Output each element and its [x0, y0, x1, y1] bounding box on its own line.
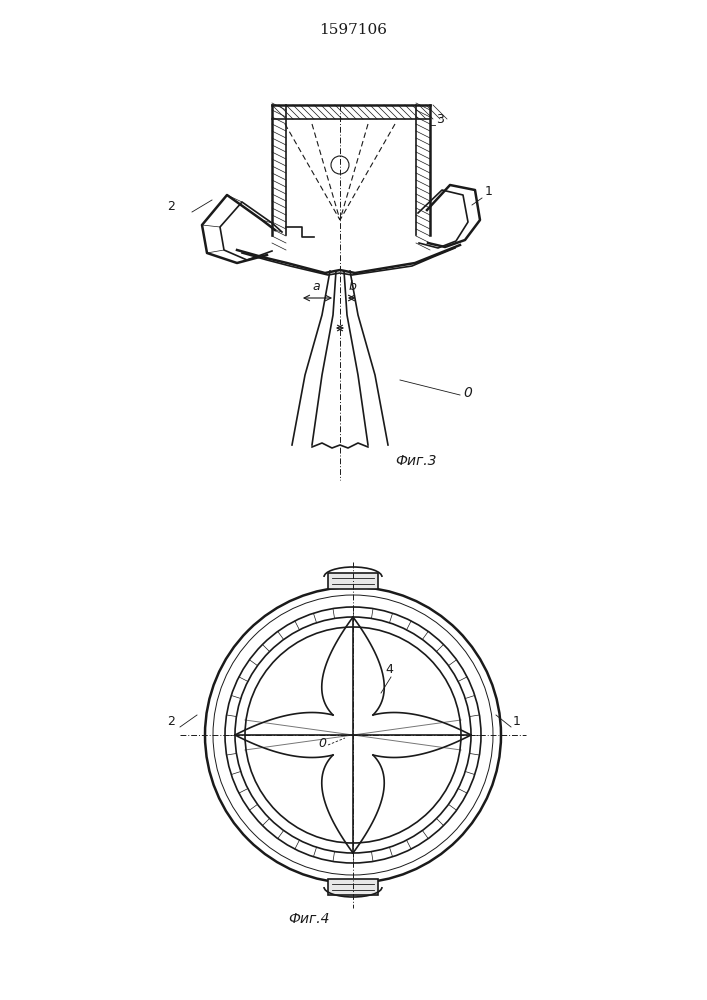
Text: 3: 3 [436, 113, 444, 126]
Bar [328, 879, 378, 895]
Text: 1: 1 [513, 715, 521, 728]
Text: Фиг.4: Фиг.4 [288, 912, 329, 926]
Text: 2: 2 [167, 200, 175, 213]
Bar [328, 573, 378, 589]
Text: b: b [348, 280, 356, 293]
Text: Фиг.3: Фиг.3 [395, 454, 436, 468]
Text: a: a [312, 280, 320, 293]
Text: 0: 0 [463, 386, 472, 400]
Text: 1597106: 1597106 [319, 23, 387, 37]
Text: 0: 0 [318, 737, 326, 750]
Text: 4: 4 [385, 663, 393, 676]
Text: 2: 2 [167, 715, 175, 728]
Text: 1: 1 [485, 185, 493, 198]
